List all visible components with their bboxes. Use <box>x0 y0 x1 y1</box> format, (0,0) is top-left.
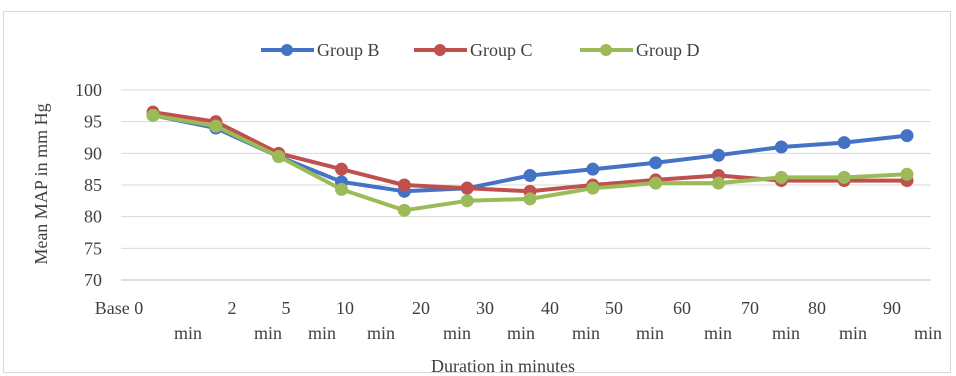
data-point <box>523 169 537 182</box>
x-tick-label: 40 <box>541 298 559 318</box>
x-tick-label: 5 <box>282 298 291 318</box>
x-tick-label: min <box>704 323 732 343</box>
data-point <box>900 129 914 143</box>
legend-label: Group C <box>470 40 533 60</box>
legend-swatch-marker <box>281 44 293 56</box>
data-point <box>712 176 725 190</box>
x-tick-label: min <box>254 323 282 343</box>
data-point <box>837 170 851 184</box>
x-tick-label: 80 <box>808 298 826 318</box>
x-tick-label: min <box>772 323 800 343</box>
data-point <box>335 182 348 196</box>
x-tick-label: min <box>174 323 202 343</box>
data-point <box>774 140 788 154</box>
y-tick-label: 80 <box>84 207 102 227</box>
legend-swatch-marker <box>434 44 446 56</box>
data-point <box>649 176 663 190</box>
x-tick-label: 20 <box>412 298 430 318</box>
legend-swatch-marker <box>600 44 612 56</box>
data-point <box>397 203 411 217</box>
data-point <box>837 136 851 150</box>
y-tick-label: 95 <box>84 112 102 132</box>
data-point <box>523 192 537 206</box>
data-point <box>774 170 788 184</box>
x-tick-label: 50 <box>605 298 623 318</box>
y-axis-title: Mean MAP in mm Hg <box>31 103 51 264</box>
data-point <box>397 178 411 192</box>
legend-label: Group D <box>636 40 700 60</box>
x-axis-title: Duration in minutes <box>431 356 575 376</box>
chart-frame <box>3 11 951 373</box>
data-point <box>460 181 474 195</box>
x-tick-label: 30 <box>476 298 494 318</box>
x-tick-label: Base 0 <box>95 298 144 318</box>
x-tick-label: 2 <box>228 298 237 318</box>
x-tick-label: min <box>443 323 471 343</box>
data-point <box>209 119 223 133</box>
x-tick-label: 60 <box>673 298 691 318</box>
data-point <box>146 108 160 122</box>
x-tick-label: min <box>914 323 942 343</box>
data-point <box>335 162 348 176</box>
x-tick-label: 90 <box>883 298 901 318</box>
data-point <box>460 194 474 208</box>
x-tick-label: 10 <box>336 298 354 318</box>
data-point <box>586 162 600 176</box>
x-tick-label: min <box>839 323 867 343</box>
x-tick-label: 70 <box>741 298 759 318</box>
y-tick-label: 90 <box>84 143 102 163</box>
x-tick-label: min <box>308 323 336 343</box>
data-point <box>272 150 286 163</box>
legend-label: Group B <box>317 40 380 60</box>
y-tick-label: 70 <box>84 270 102 290</box>
data-point <box>712 148 725 162</box>
x-tick-label: min <box>367 323 395 343</box>
y-tick-label: 100 <box>75 80 102 100</box>
data-point <box>649 156 663 170</box>
y-tick-label: 75 <box>84 238 102 258</box>
x-tick-label: min <box>507 323 535 343</box>
data-point <box>900 167 914 181</box>
data-point <box>586 181 600 195</box>
x-tick-label: min <box>636 323 664 343</box>
y-tick-label: 85 <box>84 175 102 195</box>
x-tick-label: min <box>572 323 600 343</box>
